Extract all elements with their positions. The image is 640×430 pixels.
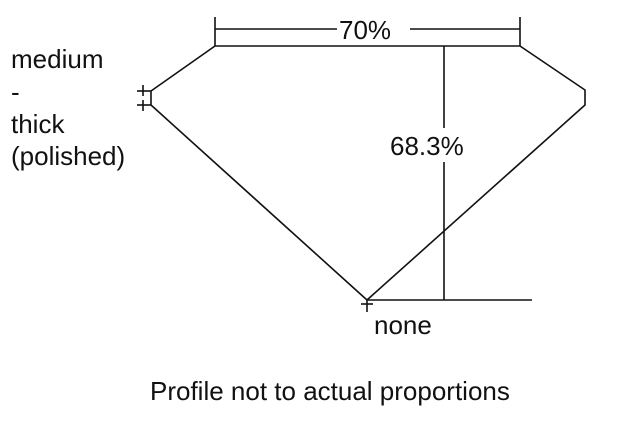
girdle-label-line-3: thick [11,109,65,139]
total-depth-label: 68.3% [390,131,464,161]
girdle-label-line-2: - [11,77,20,107]
girdle-label-line-1: medium [11,44,104,74]
girdle-label-line-4: (polished) [11,141,126,171]
gem-outline [150,45,586,302]
table-percentage-label: 70% [339,15,392,45]
caption: Profile not to actual proportions [150,376,510,406]
culet-label: none [374,310,432,340]
